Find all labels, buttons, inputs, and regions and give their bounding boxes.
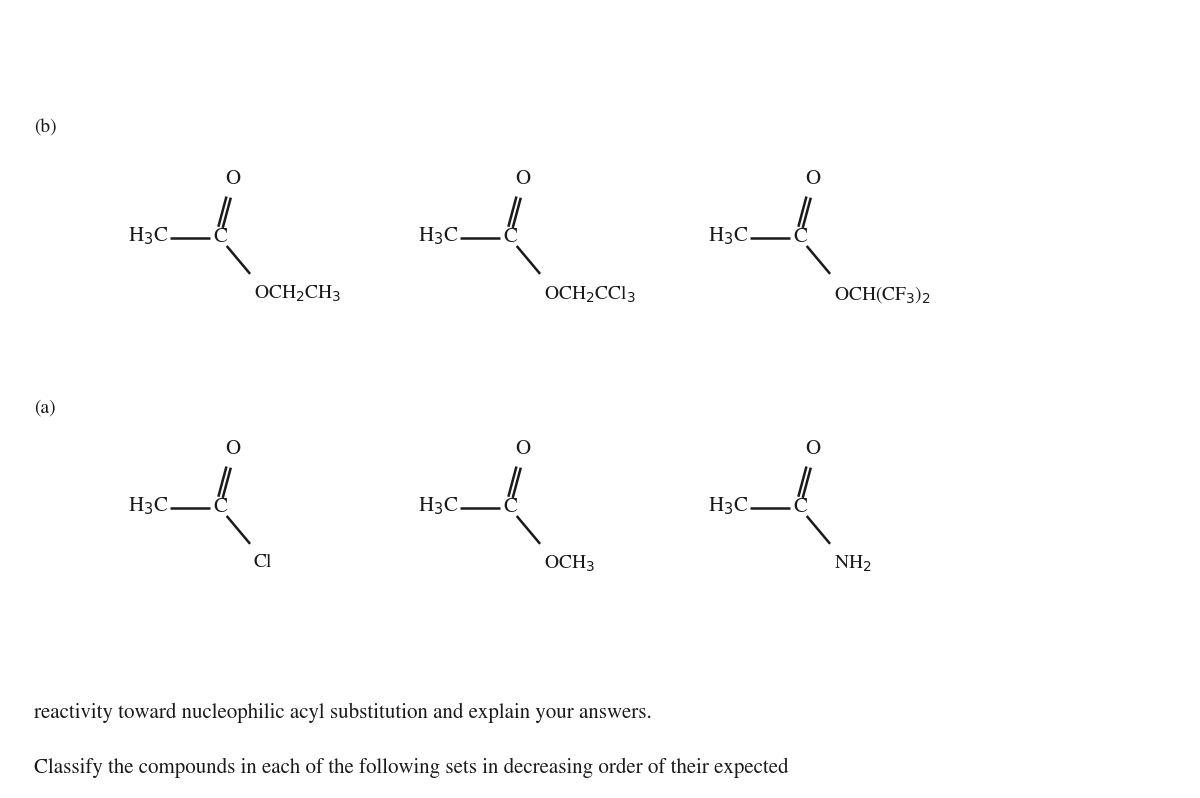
- Text: O: O: [805, 169, 821, 188]
- Text: NH$_2$: NH$_2$: [834, 554, 871, 574]
- Text: C: C: [214, 497, 227, 517]
- Text: reactivity toward nucleophilic acyl substitution and explain your answers.: reactivity toward nucleophilic acyl subs…: [34, 703, 652, 723]
- Text: O: O: [516, 439, 530, 459]
- Text: H$_3$C: H$_3$C: [127, 225, 168, 247]
- Text: H$_3$C: H$_3$C: [708, 496, 748, 517]
- Text: O: O: [226, 169, 241, 188]
- Text: C: C: [503, 227, 517, 247]
- Text: O: O: [226, 439, 241, 459]
- Text: C: C: [793, 227, 808, 247]
- Text: H$_3$C: H$_3$C: [418, 225, 458, 247]
- Text: C: C: [214, 227, 227, 247]
- Text: O: O: [516, 169, 530, 188]
- Text: C: C: [793, 497, 808, 517]
- Text: OCH$_3$: OCH$_3$: [544, 554, 595, 574]
- Text: OCH$_2$CCl$_3$: OCH$_2$CCl$_3$: [544, 284, 636, 305]
- Text: (b): (b): [34, 120, 56, 136]
- Text: OCH(CF$_3$)$_2$: OCH(CF$_3$)$_2$: [834, 284, 931, 305]
- Text: Classify the compounds in each of the following sets in decreasing order of thei: Classify the compounds in each of the fo…: [34, 758, 788, 778]
- Text: C: C: [503, 497, 517, 517]
- Text: H$_3$C: H$_3$C: [418, 496, 458, 517]
- Text: H$_3$C: H$_3$C: [127, 496, 168, 517]
- Text: O: O: [805, 439, 821, 459]
- Text: H$_3$C: H$_3$C: [708, 225, 748, 247]
- Text: (a): (a): [34, 400, 55, 417]
- Text: Cl: Cl: [253, 554, 272, 571]
- Text: OCH$_2$CH$_3$: OCH$_2$CH$_3$: [253, 284, 341, 304]
